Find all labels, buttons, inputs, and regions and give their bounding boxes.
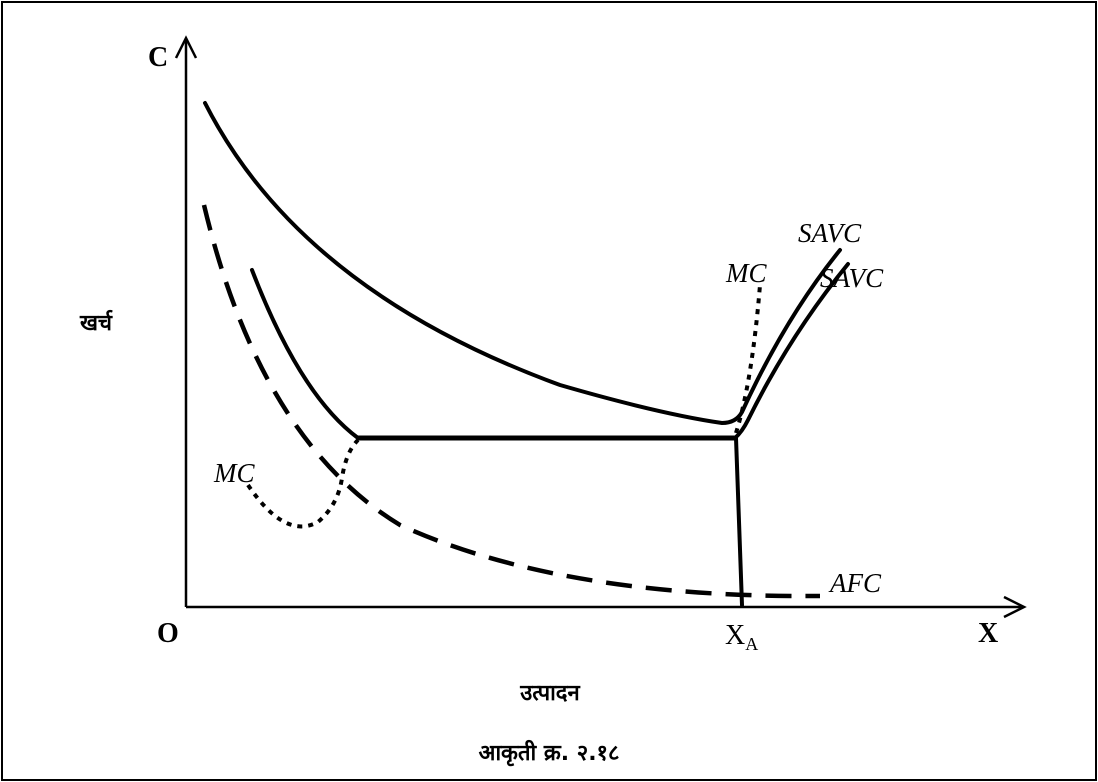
xa-label-base: X	[725, 620, 745, 651]
savc-lower-rising	[733, 262, 850, 440]
afc-curve	[201, 204, 821, 599]
x-axis-letter: X	[978, 618, 998, 649]
savc-upper-curve	[203, 101, 842, 425]
axes	[174, 35, 1027, 619]
savc-upper-label: SAVC	[798, 218, 862, 248]
mc-left-curve	[246, 438, 360, 529]
xa-vertical-line	[734, 436, 744, 607]
mc-right-curve	[734, 284, 762, 434]
x-axis-arrow	[1003, 595, 1027, 619]
savc-lower-curve	[250, 268, 360, 440]
xa-label: XA	[725, 620, 758, 654]
mc-left-label: MC	[213, 458, 255, 488]
savc-lower-label: SAVC	[820, 263, 884, 293]
x-axis-title: उत्पादन	[519, 681, 580, 706]
origin-label: O	[157, 618, 179, 649]
y-axis-arrow	[174, 35, 198, 59]
afc-label: AFC	[828, 568, 882, 598]
y-axis-letter: C	[148, 42, 168, 73]
mc-right-label: MC	[725, 258, 767, 288]
y-axis-title: खर्च	[79, 309, 113, 336]
figure-caption: आकृती क्र. २.१८	[479, 739, 620, 767]
xa-label-sub: A	[745, 634, 758, 654]
